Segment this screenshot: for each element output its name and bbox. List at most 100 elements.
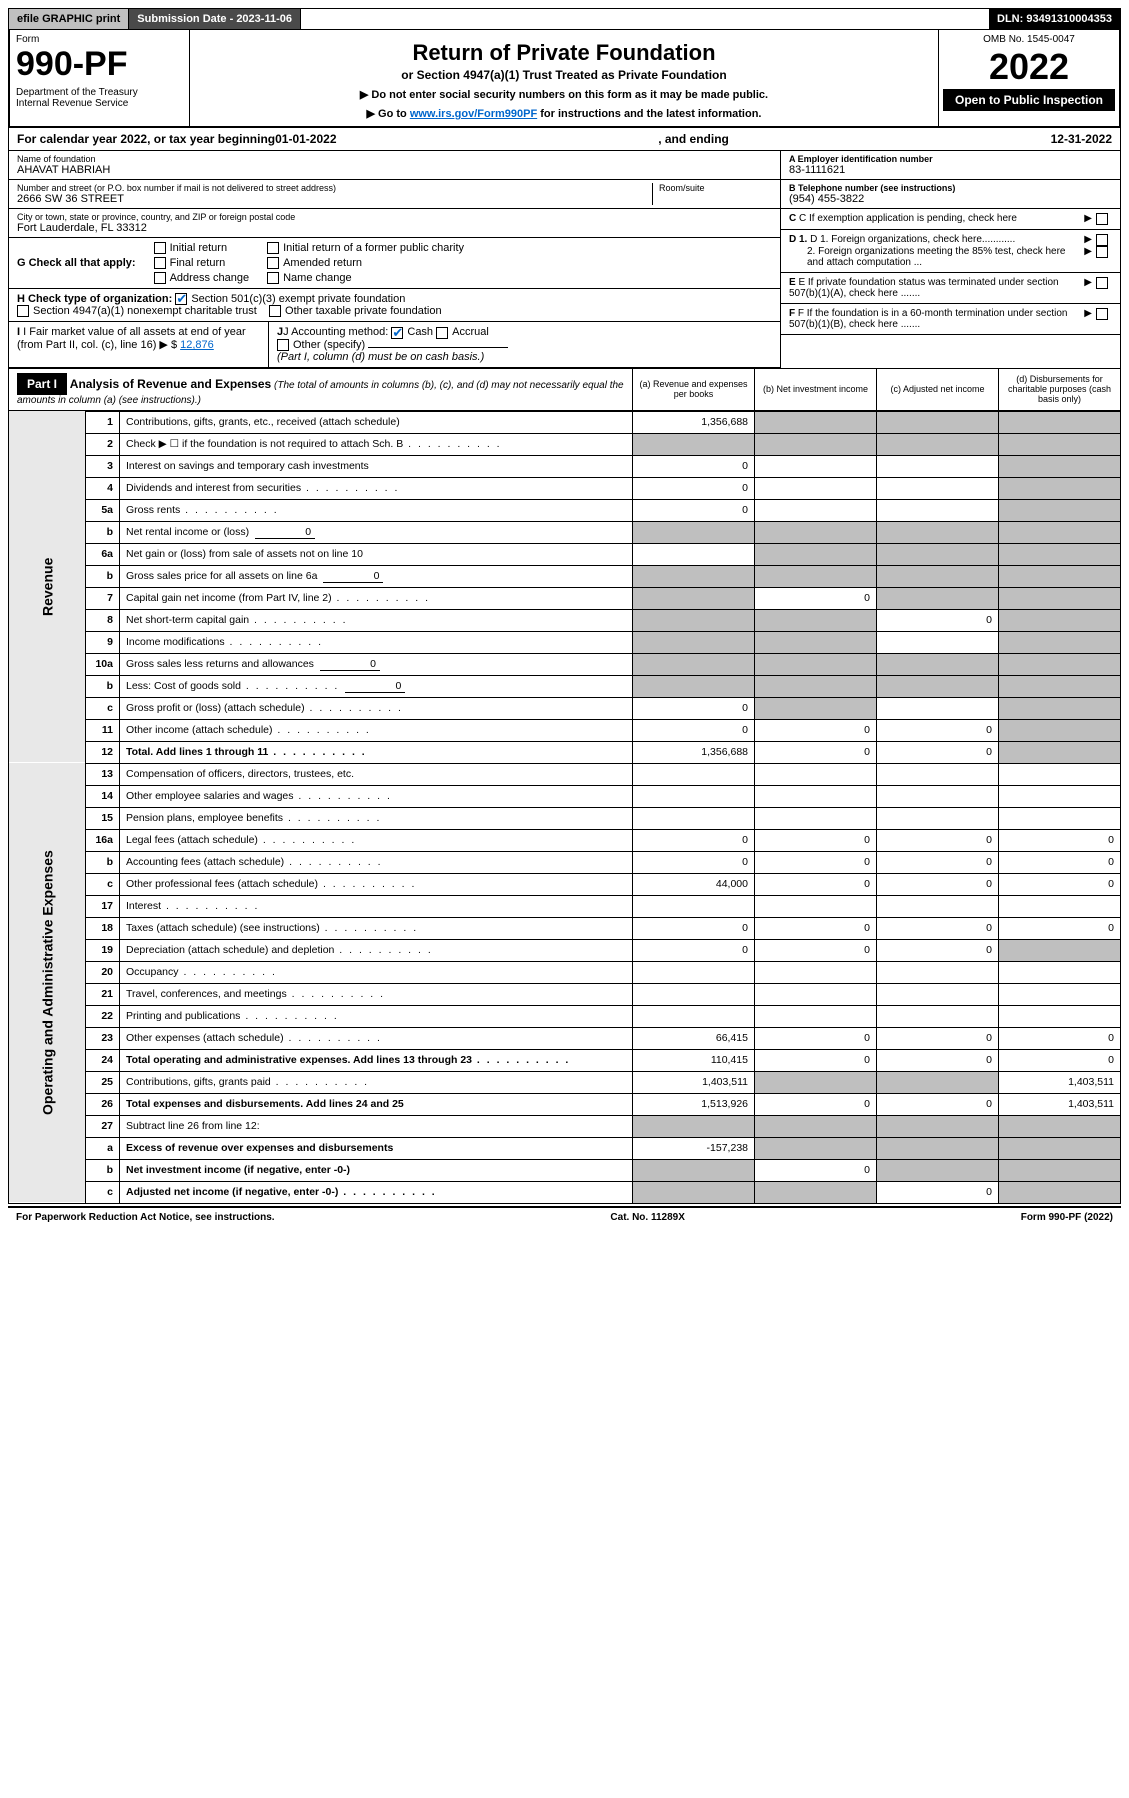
amount-cell: 0 [633, 499, 755, 521]
amount-cell [999, 1005, 1121, 1027]
amount-cell [877, 785, 999, 807]
d1-checkbox[interactable] [1096, 234, 1108, 246]
g-opt-amended[interactable]: Amended return [267, 257, 464, 269]
amount-cell [755, 807, 877, 829]
inline-amount: 0 [255, 526, 315, 539]
e-checkbox[interactable] [1096, 277, 1108, 289]
amount-cell [877, 1005, 999, 1027]
line-description: Net short-term capital gain [120, 609, 633, 631]
inline-amount: 0 [320, 658, 380, 671]
d2-checkbox[interactable] [1096, 246, 1108, 258]
h-row: H Check type of organization: Section 50… [9, 289, 780, 322]
line-number: c [86, 1181, 120, 1203]
foundation-name-cell: Name of foundation AHAVAT HABRIAH [9, 151, 780, 180]
ij-row: I I Fair market value of all assets at e… [9, 322, 780, 367]
table-row: 9Income modifications [9, 631, 1121, 653]
amount-cell [999, 477, 1121, 499]
line-number: 18 [86, 917, 120, 939]
line-number: 3 [86, 455, 120, 477]
line-description: Depreciation (attach schedule) and deple… [120, 939, 633, 961]
amount-cell: 0 [877, 1093, 999, 1115]
instr-1: ▶ Do not enter social security numbers o… [200, 88, 928, 101]
line-number: b [86, 851, 120, 873]
amount-cell [999, 543, 1121, 565]
amount-cell [877, 1159, 999, 1181]
line-description: Interest [120, 895, 633, 917]
phone-value: (954) 455-3822 [789, 193, 1112, 205]
amount-cell [999, 433, 1121, 455]
line-number: 16a [86, 829, 120, 851]
g-opt-address[interactable]: Address change [154, 272, 250, 284]
amount-cell [755, 631, 877, 653]
amount-cell [755, 1115, 877, 1137]
amount-cell [999, 741, 1121, 763]
room-label: Room/suite [659, 183, 772, 193]
line-description: Capital gain net income (from Part IV, l… [120, 587, 633, 609]
line-number: 13 [86, 763, 120, 785]
h-opt-other-tax[interactable]: Other taxable private foundation [269, 305, 442, 317]
g-opt-former-charity[interactable]: Initial return of a former public charit… [267, 242, 464, 254]
table-row: Operating and Administrative Expenses13C… [9, 763, 1121, 785]
g-label: G Check all that apply: [17, 257, 136, 269]
amount-cell: 0 [755, 829, 877, 851]
dept-line-2: Internal Revenue Service [16, 98, 183, 109]
amount-cell: 0 [877, 1181, 999, 1203]
entity-left: Name of foundation AHAVAT HABRIAH Number… [9, 151, 780, 368]
amount-cell: 0 [755, 1027, 877, 1049]
line-number: 21 [86, 983, 120, 1005]
amount-cell: 0 [999, 829, 1121, 851]
j-other[interactable]: Other (specify) [277, 339, 365, 351]
cal-end: 12-31-2022 [1051, 132, 1112, 146]
amount-cell [755, 565, 877, 587]
amount-cell: 0 [755, 873, 877, 895]
amount-cell [633, 1159, 755, 1181]
g-check-row: G Check all that apply: Initial return F… [9, 238, 780, 289]
c-checkbox[interactable] [1096, 213, 1108, 225]
part1-badge: Part I [17, 373, 67, 395]
line-description: Contributions, gifts, grants, etc., rece… [120, 411, 633, 433]
g-opt-name-change[interactable]: Name change [267, 272, 464, 284]
table-row: bNet investment income (if negative, ent… [9, 1159, 1121, 1181]
j-cash[interactable]: Cash [391, 326, 433, 338]
form-subtitle: or Section 4947(a)(1) Trust Treated as P… [200, 68, 928, 82]
amount-cell: 0 [755, 851, 877, 873]
inline-amount: 0 [345, 680, 405, 693]
cal-pre: For calendar year 2022, or tax year begi… [17, 132, 275, 146]
h-opt-501c3[interactable]: Section 501(c)(3) exempt private foundat… [175, 293, 405, 305]
amount-cell [999, 719, 1121, 741]
header-right: OMB No. 1545-0047 2022 Open to Public In… [939, 30, 1119, 126]
line-number: 22 [86, 1005, 120, 1027]
amount-cell [877, 1115, 999, 1137]
amount-cell: 0 [877, 741, 999, 763]
j-label: J Accounting method: [283, 326, 388, 338]
entity-right: A Employer identification number 83-1111… [780, 151, 1120, 368]
h-opt-4947[interactable]: Section 4947(a)(1) nonexempt charitable … [17, 305, 257, 317]
amount-cell [877, 653, 999, 675]
g-opt-final[interactable]: Final return [154, 257, 250, 269]
line-description: Interest on savings and temporary cash i… [120, 455, 633, 477]
fmv-link[interactable]: 12,876 [180, 339, 214, 351]
amount-cell [999, 609, 1121, 631]
table-row: aExcess of revenue over expenses and dis… [9, 1137, 1121, 1159]
amount-cell [877, 675, 999, 697]
table-row: Revenue1Contributions, gifts, grants, et… [9, 411, 1121, 433]
amount-cell [755, 433, 877, 455]
amount-cell [633, 763, 755, 785]
phone-label: B Telephone number (see instructions) [789, 183, 1112, 193]
col-a-header: (a) Revenue and expenses per books [632, 369, 754, 410]
line-description: Other income (attach schedule) [120, 719, 633, 741]
amount-cell [633, 521, 755, 543]
g-opt-initial[interactable]: Initial return [154, 242, 250, 254]
amount-cell [755, 521, 877, 543]
f-checkbox[interactable] [1096, 308, 1108, 320]
amount-cell: 0 [999, 1027, 1121, 1049]
form-url-link[interactable]: www.irs.gov/Form990PF [410, 108, 537, 120]
amount-cell [633, 675, 755, 697]
amount-cell [877, 807, 999, 829]
amount-cell: 0 [633, 917, 755, 939]
amount-cell: 1,356,688 [633, 411, 755, 433]
j-accrual[interactable]: Accrual [436, 326, 489, 338]
phone-cell: B Telephone number (see instructions) (9… [781, 180, 1120, 209]
line-description: Other professional fees (attach schedule… [120, 873, 633, 895]
line-description: Gross sales price for all assets on line… [120, 565, 633, 587]
